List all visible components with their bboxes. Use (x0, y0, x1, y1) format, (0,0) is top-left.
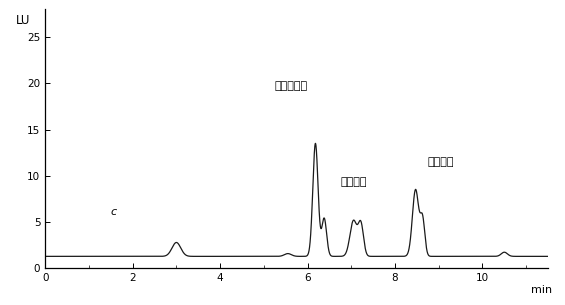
Text: 洛美沙星: 洛美沙星 (340, 177, 367, 187)
Text: c: c (111, 207, 117, 217)
Text: min: min (531, 285, 553, 295)
Text: 左氧氟沙星: 左氧氟沙星 (275, 81, 308, 91)
Text: 加替沙星: 加替沙星 (428, 156, 454, 167)
Text: LU: LU (16, 14, 31, 27)
